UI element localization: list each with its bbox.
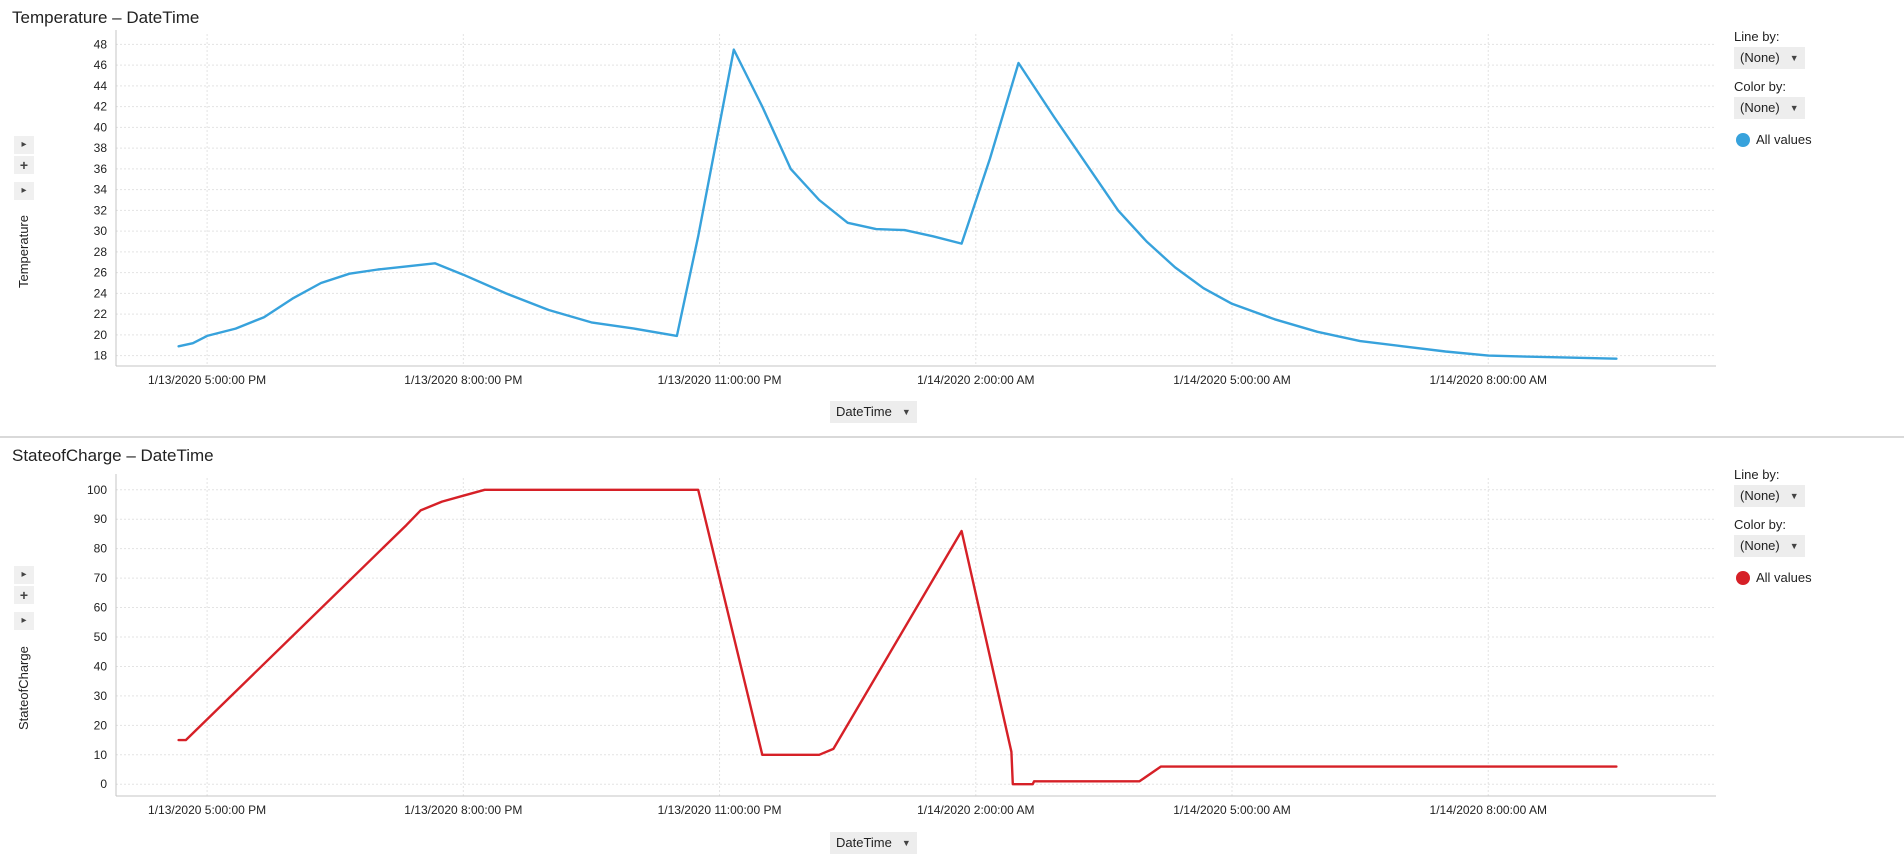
line-by-value: (None) (1740, 488, 1780, 503)
y-tick-label: 80 (94, 542, 108, 556)
x-tick-label: 1/14/2020 2:00:00 AM (917, 373, 1034, 387)
caret-down-icon: ▼ (1789, 541, 1799, 551)
series-line (177, 488, 1618, 786)
x-tick-label: 1/14/2020 8:00:00 AM (1430, 373, 1547, 387)
y-tick-label: 48 (94, 37, 108, 51)
y-tick-label: 36 (94, 162, 108, 176)
expand-arrow-icon[interactable]: ▸ (14, 612, 34, 630)
expand-arrow-icon[interactable]: ▸ (14, 182, 34, 200)
caret-down-icon: ▼ (901, 407, 911, 417)
x-axis-selector[interactable]: DateTime ▼ (830, 401, 917, 423)
panel-title: StateofCharge – DateTime (12, 446, 214, 465)
stateofcharge-panel: StateofCharge – DateTime 0 10 20 30 40 50 60 70… (0, 438, 1904, 863)
x-axis-selector[interactable]: DateTime ▼ (830, 832, 917, 854)
x-tick-label: 1/14/2020 5:00:00 AM (1173, 803, 1290, 817)
legend-item[interactable]: All values (1736, 569, 1812, 585)
x-axis-selector-label: DateTime (836, 835, 892, 850)
y-tick-label: 50 (94, 630, 108, 644)
y-axis-title[interactable]: StateofCharge (16, 646, 31, 730)
caret-down-icon: ▼ (1789, 103, 1799, 113)
y-tick-label: 20 (94, 718, 108, 732)
y-axis-title[interactable]: Temperature (16, 215, 31, 288)
color-by-select[interactable]: (None) ▼ (1734, 97, 1805, 119)
x-tick-label: 1/13/2020 8:00:00 PM (404, 803, 522, 817)
y-tick-label: 26 (94, 266, 108, 280)
x-axis-selector-label: DateTime (836, 404, 892, 419)
line-by-value: (None) (1740, 50, 1780, 65)
caret-down-icon: ▼ (1789, 491, 1799, 501)
y-tick-label: 100 (87, 483, 107, 497)
color-by-value: (None) (1740, 100, 1780, 115)
color-by-label: Color by: (1734, 79, 1787, 94)
y-tick-label: 22 (94, 307, 108, 321)
caret-down-icon: ▼ (901, 838, 911, 848)
y-tick-label: 28 (94, 245, 108, 259)
panel-title: Temperature – DateTime (12, 8, 200, 27)
y-tick-label: 20 (94, 328, 108, 342)
x-tick-label: 1/13/2020 5:00:00 PM (148, 373, 266, 387)
temperature-panel: Temperature – DateTime 18 20 22 24 26 28 30 32 3… (12, 8, 1812, 423)
x-tick-label: 1/13/2020 11:00:00 PM (658, 373, 782, 387)
x-tick-label: 1/13/2020 5:00:00 PM (148, 803, 266, 817)
x-tick-label: 1/13/2020 11:00:00 PM (658, 803, 782, 817)
line-by-select[interactable]: (None) ▼ (1734, 485, 1805, 507)
y-tick-label: 42 (94, 100, 108, 114)
color-by-select[interactable]: (None) ▼ (1734, 535, 1805, 557)
y-tick-label: 90 (94, 512, 108, 526)
line-by-select[interactable]: (None) ▼ (1734, 47, 1805, 69)
expand-arrow-icon[interactable]: ▸ (14, 136, 34, 154)
legend-label: All values (1756, 570, 1812, 586)
y-tick-label: 60 (94, 601, 108, 615)
plus-icon[interactable]: + (14, 586, 34, 604)
legend-item[interactable]: All values (1736, 131, 1812, 147)
y-tick-label: 40 (94, 659, 108, 673)
y-tick-label: 34 (94, 183, 108, 197)
line-by-label: Line by: (1734, 29, 1780, 44)
x-tick-label: 1/14/2020 5:00:00 AM (1173, 373, 1290, 387)
y-tick-label: 46 (94, 58, 108, 72)
temperature-chart: 18 20 22 24 26 28 30 32 34 36 38 40 42 44 46 48 1/13/202… (94, 30, 1716, 387)
color-by-label: Color by: (1734, 517, 1787, 532)
y-tick-label: 10 (94, 748, 108, 762)
y-tick-label: 38 (94, 141, 108, 155)
y-tick-label: 18 (94, 349, 108, 363)
legend-label: All values (1756, 132, 1812, 148)
caret-down-icon: ▼ (1789, 53, 1799, 63)
y-tick-label: 32 (94, 203, 108, 217)
y-tick-label: 70 (94, 571, 108, 585)
panel-divider[interactable] (0, 436, 1904, 438)
stateofcharge-chart: 0 10 20 30 40 50 60 70 80 90 100 1/13/2020 5:00:00 … (87, 474, 1716, 817)
x-tick-label: 1/13/2020 8:00:00 PM (404, 373, 522, 387)
y-tick-label: 44 (94, 79, 108, 93)
y-tick-label: 24 (94, 286, 108, 300)
circle-icon (1736, 132, 1750, 147)
x-tick-label: 1/14/2020 8:00:00 AM (1430, 803, 1547, 817)
circle-icon (1736, 570, 1750, 585)
line-by-label: Line by: (1734, 467, 1780, 482)
y-tick-label: 30 (94, 689, 108, 703)
y-tick-label: 30 (94, 224, 108, 238)
color-by-value: (None) (1740, 538, 1780, 553)
y-tick-label: 40 (94, 120, 108, 134)
y-tick-label: 0 (100, 777, 107, 791)
series-line (177, 48, 1618, 360)
expand-arrow-icon[interactable]: ▸ (14, 566, 34, 584)
x-tick-label: 1/14/2020 2:00:00 AM (917, 803, 1034, 817)
plus-icon[interactable]: + (14, 156, 34, 174)
